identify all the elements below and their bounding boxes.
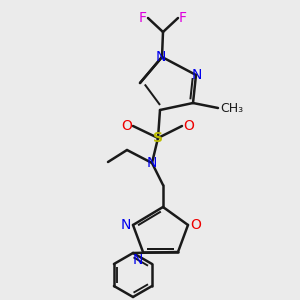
Text: N: N [156,50,166,64]
Text: F: F [179,11,187,25]
Text: S: S [153,131,163,145]
Text: O: O [183,119,194,133]
Text: O: O [121,119,132,133]
Text: N: N [192,68,202,82]
Text: O: O [190,218,201,232]
Text: N: N [133,253,143,267]
Text: N: N [147,156,157,170]
Text: CH₃: CH₃ [220,101,243,115]
Text: N: N [121,218,131,232]
Text: F: F [139,11,147,25]
